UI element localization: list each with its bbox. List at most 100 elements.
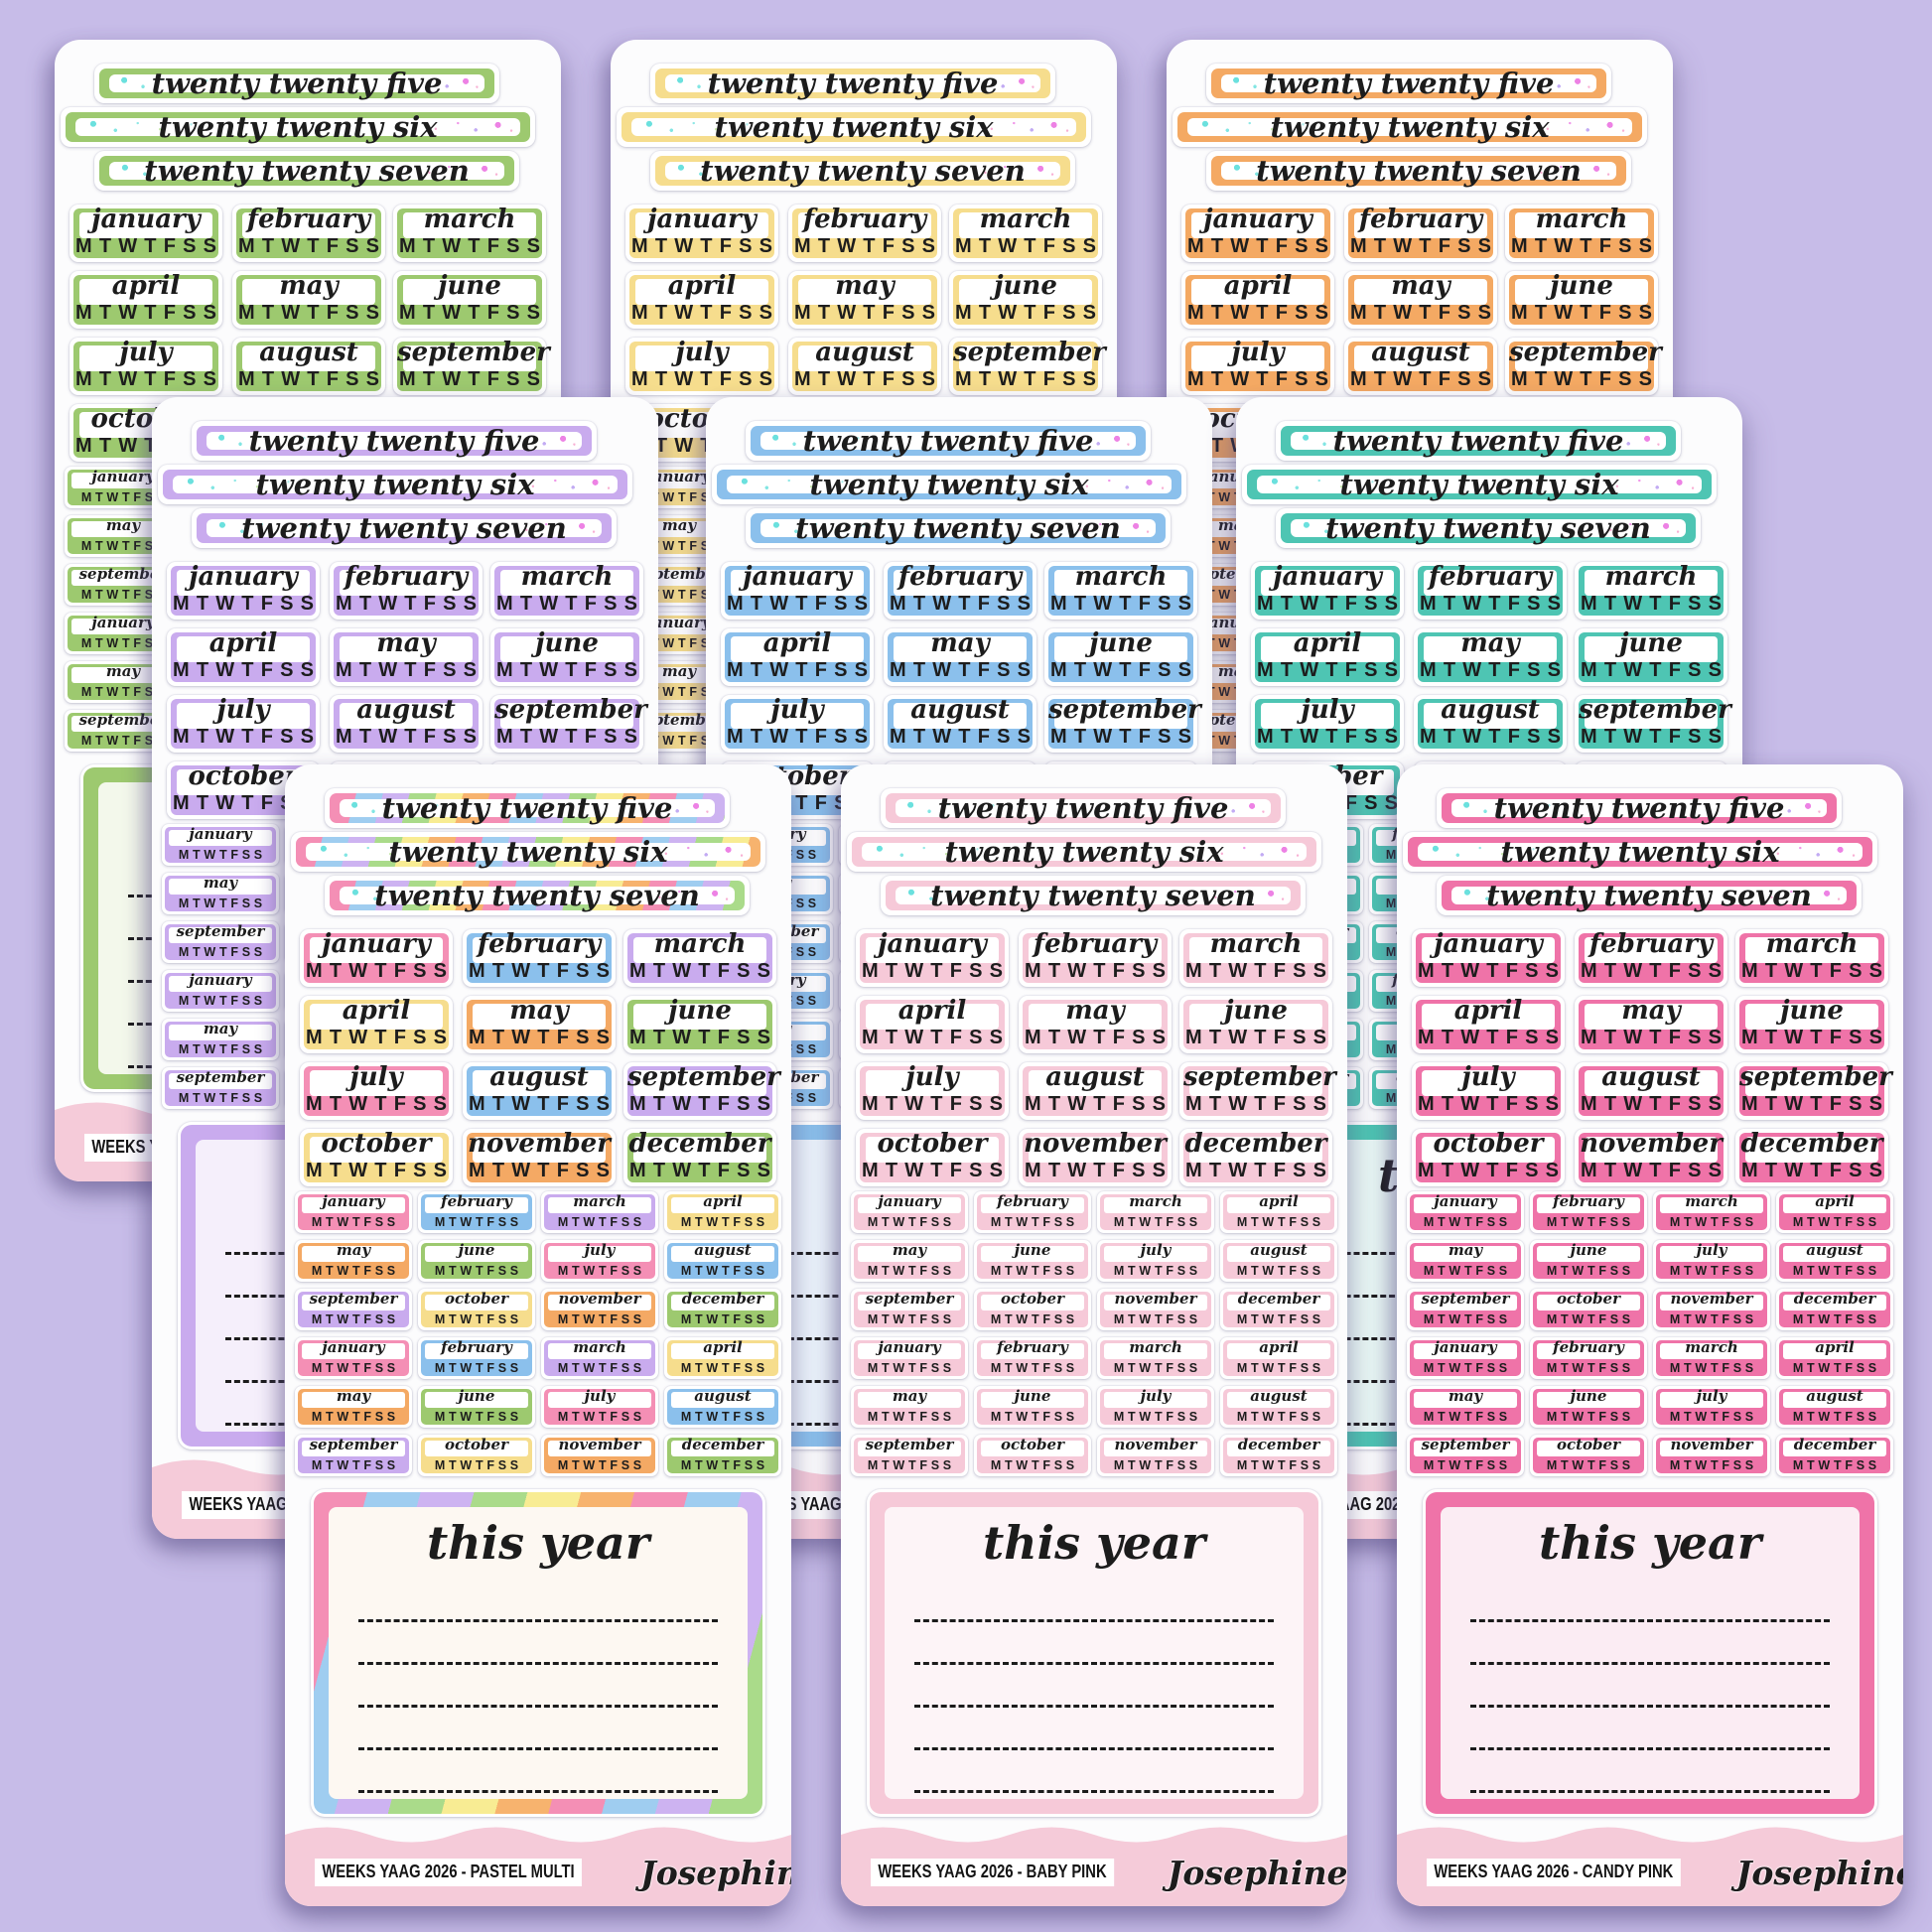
- footer-wave-edge: [841, 1819, 1347, 1849]
- month-sticker-september-small-1: september MTWTFSS: [1407, 1289, 1524, 1330]
- month-sticker-paper: [177, 636, 310, 662]
- day-letters-label: MTWTFSS: [1580, 960, 1729, 982]
- month-name-label: june: [1619, 628, 1683, 658]
- month-sticker-may-small-2: may MTWTFSS: [851, 1386, 968, 1428]
- month-sticker-fill: february MTWTFSS: [1533, 1338, 1644, 1376]
- month-sticker-september: september MTWTFSS: [1575, 695, 1731, 753]
- product-name-label: WEEKS YAAG 2026 - PASTEL MULTI: [315, 1859, 583, 1886]
- month-name-label: january: [91, 468, 155, 485]
- month-name-label: july: [584, 1387, 616, 1405]
- day-letters-label: MTWTFSS: [1669, 1264, 1757, 1278]
- month-sticker-february-small-2: february MTWTFSS: [1530, 1337, 1647, 1379]
- month-name-label: september: [1509, 338, 1662, 367]
- year-banner-label: twenty twenty seven: [700, 154, 1026, 188]
- day-letters-label: MTWTFSS: [1423, 1215, 1511, 1229]
- month-name-label: december: [1740, 1129, 1883, 1159]
- writing-line-5: [913, 1790, 1275, 1793]
- year-banner-label: twenty twenty seven: [374, 879, 700, 912]
- month-sticker-paper: [71, 716, 175, 732]
- month-sticker-july-small-1: july MTWTFSS: [541, 1240, 658, 1282]
- day-letters-label: MTWTFSS: [434, 1312, 522, 1326]
- month-name-label: june: [535, 628, 599, 658]
- year-banner-fill: twenty twenty six: [296, 837, 760, 867]
- month-sticker-paper: [959, 279, 1092, 305]
- month-sticker-march: march MTWTFSS: [1179, 929, 1332, 987]
- month-name-label: april: [1259, 1338, 1299, 1356]
- year-banner-fill: twenty twenty seven: [1442, 881, 1857, 910]
- this-year-label: this year: [982, 1516, 1206, 1570]
- month-sticker-february: february MTWTFSS: [1344, 205, 1497, 262]
- month-name-label: august: [1601, 1062, 1701, 1092]
- year-banner-fill: twenty twenty seven: [1281, 513, 1696, 543]
- year-banner-sticker-3: twenty twenty seven: [94, 151, 519, 191]
- year-banner-sticker-2: twenty twenty six: [61, 107, 535, 147]
- month-name-label: march: [1765, 929, 1859, 959]
- day-letters-label: MTWTFSS: [680, 1458, 768, 1472]
- month-sticker-march: march MTWTFSS: [1044, 562, 1197, 620]
- month-name-label: february: [1428, 562, 1553, 592]
- month-name-label: october: [1556, 1290, 1620, 1308]
- month-sticker-february: february MTWTFSS: [788, 205, 941, 262]
- year-banner-label: twenty twenty six: [809, 468, 1089, 501]
- month-name-label: october: [1433, 1129, 1544, 1159]
- month-name-label: december: [681, 1290, 764, 1308]
- month-sticker-may-small-2: may MTWTFSS: [1407, 1386, 1524, 1428]
- day-letters-label: MTWTFSS: [398, 368, 548, 390]
- month-sticker-july-small-1: july MTWTFSS: [1653, 1240, 1770, 1282]
- month-name-label: march: [1209, 929, 1303, 959]
- month-sticker-march: march MTWTFSS: [623, 929, 776, 987]
- year-banner-fill: twenty twenty seven: [751, 513, 1166, 543]
- month-name-label: april: [1815, 1338, 1855, 1356]
- month-name-label: april: [667, 271, 737, 301]
- day-letters-label: MTWTFSS: [1417, 1160, 1567, 1181]
- month-sticker-september: september MTWTFSS: [490, 695, 647, 753]
- month-name-label: february: [1358, 205, 1483, 234]
- month-name-label: march: [1685, 1192, 1738, 1210]
- day-letters-label: MTWTFSS: [311, 1215, 399, 1229]
- month-sticker-july: july MTWTFSS: [856, 1062, 1009, 1120]
- day-letters-label: MTWTFSS: [1256, 593, 1406, 615]
- year-banner-fill: twenty twenty five: [655, 69, 1050, 98]
- month-sticker-february: february MTWTFSS: [232, 205, 385, 262]
- month-sticker-paper: [340, 570, 473, 596]
- month-sticker-paper: [1354, 212, 1487, 238]
- year-banner-paper: [75, 118, 520, 136]
- month-sticker-october-small-2: october MTWTFSS: [1530, 1435, 1647, 1476]
- month-name-label: november: [1670, 1290, 1753, 1308]
- month-name-label: december: [1793, 1436, 1876, 1453]
- month-name-label: june: [994, 271, 1057, 301]
- year-banner-fill: twenty twenty six: [1408, 837, 1872, 867]
- month-sticker-january: january MTWTFSS: [1412, 929, 1565, 987]
- day-letters-label: MTWTFSS: [1256, 726, 1406, 748]
- month-sticker-january: january MTWTFSS: [1251, 562, 1404, 620]
- day-letters-label: MTWTFSS: [74, 368, 224, 390]
- month-name-label: may: [279, 271, 339, 301]
- month-sticker-july-small-2: july MTWTFSS: [1097, 1386, 1214, 1428]
- month-name-label: november: [468, 1129, 611, 1159]
- day-letters-label: MTWTFSS: [1423, 1410, 1511, 1424]
- month-sticker-january-small-2: january MTWTFSS: [851, 1337, 968, 1379]
- this-year-box-paper: this year: [885, 1507, 1304, 1799]
